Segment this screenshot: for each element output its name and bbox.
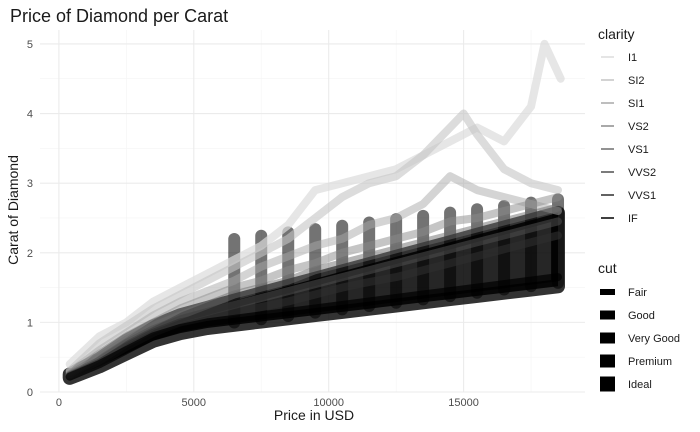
- x-axis-title: Price in USD: [274, 407, 354, 423]
- legend-title-cut: cut: [598, 260, 617, 276]
- legend-cut: cut Fair Good Very Good Premium Ideal: [598, 260, 680, 392]
- legend-label-clarity: VVS1: [628, 190, 656, 202]
- y-axis-ticks: 0 1 2 3 4 5: [27, 39, 33, 399]
- series-line-if: [65, 273, 562, 381]
- y-tick-label: 5: [27, 39, 33, 51]
- y-tick-label: 4: [27, 109, 33, 121]
- legend-label-clarity: I1: [628, 52, 637, 64]
- series-lines: [65, 39, 565, 381]
- legend-title-clarity: clarity: [598, 26, 635, 42]
- x-axis-ticks: 0 5000 10000 15000: [56, 397, 479, 409]
- legend-label-clarity: SI2: [628, 75, 645, 87]
- legend-label-clarity: IF: [628, 213, 638, 225]
- legend-label-clarity: VVS2: [628, 167, 656, 179]
- legend-label-cut: Fair: [628, 287, 647, 299]
- legend-key-cut: [600, 289, 615, 295]
- legend-label-cut: Good: [628, 310, 655, 322]
- legend-label-clarity: VS2: [628, 121, 649, 133]
- legend-key-cut: [600, 376, 615, 392]
- legend-clarity: clarity I1 SI2 SI1 VS2 VS1 VVS2 VVS1 IF: [598, 26, 656, 225]
- legend-label-clarity: VS1: [628, 144, 649, 156]
- legend-label-clarity: SI1: [628, 98, 645, 110]
- y-tick-label: 0: [27, 387, 33, 399]
- y-tick-label: 2: [27, 248, 33, 260]
- legend-label-cut: Premium: [628, 356, 672, 368]
- series-line-i1: [65, 39, 565, 369]
- series-line-si1: [65, 172, 562, 377]
- series-line-si2: [65, 109, 562, 376]
- legend-key-cut: [600, 332, 615, 344]
- x-tick-label: 10000: [313, 397, 344, 409]
- legend-key-cut: [600, 310, 615, 320]
- legend-label-cut: Very Good: [628, 333, 680, 345]
- legend-key-cut: [600, 354, 615, 368]
- x-tick-label: 0: [56, 397, 62, 409]
- x-tick-label: 15000: [448, 397, 479, 409]
- y-tick-label: 3: [27, 178, 33, 190]
- legend-label-cut: Ideal: [628, 379, 652, 391]
- x-tick-label: 5000: [182, 397, 206, 409]
- y-axis-title: Carat of Diamond: [5, 155, 21, 265]
- chart-title: Price of Diamond per Carat: [10, 6, 228, 26]
- y-tick-label: 1: [27, 317, 33, 329]
